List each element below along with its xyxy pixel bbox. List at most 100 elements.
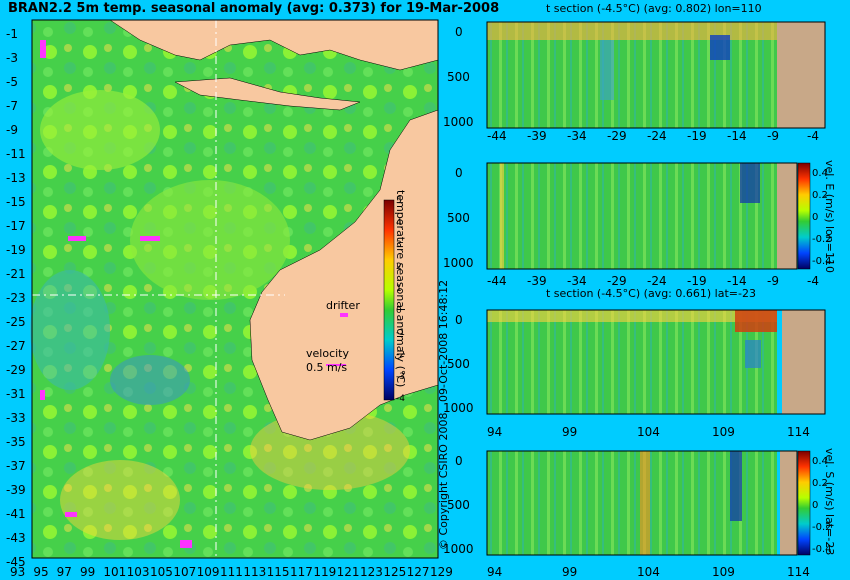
section-x-tick: -44 bbox=[487, 274, 507, 288]
map-lon-tick: 117 bbox=[290, 565, 313, 579]
map-lat-tick: -23 bbox=[6, 291, 26, 305]
map-colorbar-tick: 5 bbox=[396, 196, 402, 206]
map-lat-tick: -13 bbox=[6, 171, 26, 185]
section-x-tick: -14 bbox=[727, 129, 747, 143]
map-lon-tick: 113 bbox=[243, 565, 267, 579]
map-lon-tick: 127 bbox=[406, 565, 430, 579]
map-colorbar-tick: -2 bbox=[396, 350, 405, 360]
copyright: © Copyright CSIRO 2008 bbox=[437, 412, 450, 550]
section-colorbar-tick: -0.2 bbox=[812, 234, 832, 245]
map-colorbar-tick: -1 bbox=[396, 328, 405, 338]
velocity-scale-label: 0.5 m/s bbox=[306, 361, 348, 374]
map-lon-tick: 95 bbox=[33, 565, 49, 579]
section-x-tick: -19 bbox=[687, 274, 707, 288]
map-lon-tick: 107 bbox=[173, 565, 197, 579]
section-x-tick: -9 bbox=[767, 274, 779, 288]
section-x-tick: 94 bbox=[487, 565, 503, 579]
section-x-tick: -39 bbox=[527, 129, 547, 143]
section-y-tick: 500 bbox=[447, 211, 470, 225]
section-x-tick: -29 bbox=[607, 274, 627, 288]
section-colorbar-tick: -0.2 bbox=[812, 522, 832, 533]
section-x-tick: -14 bbox=[727, 274, 747, 288]
section-y-tick: 1000 bbox=[443, 542, 474, 556]
section-y-tick: 0 bbox=[455, 454, 463, 468]
map-lat-tick: -15 bbox=[6, 195, 26, 209]
section-x-tick: 99 bbox=[562, 565, 578, 579]
section-panel-2 bbox=[486, 162, 811, 270]
section-y-tick: 1000 bbox=[443, 256, 474, 270]
section-x-tick: -24 bbox=[647, 129, 667, 143]
map-lat-tick: -45 bbox=[6, 555, 26, 569]
section-panel-3 bbox=[486, 309, 826, 415]
map-land-timor bbox=[174, 77, 361, 111]
section-x-tick: 114 bbox=[787, 565, 810, 579]
map-lon-tick: 111 bbox=[220, 565, 243, 579]
section-y-tick: 1000 bbox=[443, 401, 474, 415]
map-lon-tick: 103 bbox=[126, 565, 150, 579]
velocity-label: velocity bbox=[306, 347, 349, 360]
map-colorbar-tick: 3 bbox=[396, 240, 402, 250]
map-lat-tick: -1 bbox=[6, 27, 18, 41]
section-x-tick: -34 bbox=[567, 274, 587, 288]
map-lat-tick: -35 bbox=[6, 435, 26, 449]
map-lon-tick: 125 bbox=[383, 565, 407, 579]
section-3-title: t section (-4.5°C) (avg: 0.661) lat=-23 bbox=[546, 287, 756, 300]
map-colorbar-tick: -3 bbox=[396, 372, 405, 382]
section-colorbar-tick: -0.4 bbox=[812, 544, 832, 555]
map-lat-tick: -11 bbox=[6, 147, 26, 161]
section-1-title: t section (-4.5°C) (avg: 0.802) lon=110 bbox=[546, 2, 762, 15]
map-colorbar-tick: 4 bbox=[396, 218, 402, 228]
section-x-tick: -4 bbox=[807, 129, 819, 143]
section-panel-1 bbox=[486, 21, 826, 129]
map-lat-tick: -17 bbox=[6, 219, 26, 233]
map-lon-tick: 97 bbox=[56, 565, 72, 579]
map-colorbar-tick: 1 bbox=[396, 284, 402, 294]
section-x-tick: -4 bbox=[807, 274, 819, 288]
section-y-tick: 500 bbox=[447, 70, 470, 84]
map-lon-tick: 101 bbox=[103, 565, 127, 579]
map-title: BRAN2.2 5m temp. seasonal anomaly (avg: … bbox=[8, 1, 500, 16]
map-lat-tick: -21 bbox=[6, 267, 26, 281]
map-colorbar-tick: 2 bbox=[396, 262, 402, 272]
map-lon-tick: 105 bbox=[150, 565, 173, 579]
section-colorbar-tick: 0.2 bbox=[812, 190, 828, 201]
section-y-tick: 500 bbox=[447, 357, 470, 371]
map-lon-tick: 99 bbox=[80, 565, 96, 579]
map-lat-tick: -19 bbox=[6, 243, 26, 257]
map-colorbar-tick: 0 bbox=[396, 306, 402, 316]
section-colorbar-tick: 0 bbox=[812, 212, 819, 223]
section-y-tick: 0 bbox=[455, 313, 463, 327]
map-lat-tick: -37 bbox=[6, 459, 26, 473]
section-x-tick: -44 bbox=[487, 129, 507, 143]
map-lon-tick: 93 bbox=[10, 565, 26, 579]
section-x-tick: -39 bbox=[527, 274, 547, 288]
section-x-tick: 104 bbox=[637, 565, 660, 579]
map-lon-tick: 109 bbox=[196, 565, 220, 579]
section-x-tick: 109 bbox=[712, 565, 735, 579]
map-colorbar bbox=[383, 199, 395, 401]
map-lat-tick: -27 bbox=[6, 339, 26, 353]
map-lat-tick: -39 bbox=[6, 483, 26, 497]
map-panel bbox=[30, 19, 439, 559]
section-x-tick: -29 bbox=[607, 129, 627, 143]
section-x-tick: 104 bbox=[637, 425, 660, 439]
section-x-tick: 99 bbox=[562, 425, 578, 439]
section-x-tick: 94 bbox=[487, 425, 503, 439]
map-lat-tick: -41 bbox=[6, 507, 26, 521]
map-lon-tick: 123 bbox=[360, 565, 383, 579]
section-y-tick: 1000 bbox=[443, 115, 474, 129]
map-lat-tick: -31 bbox=[6, 387, 26, 401]
section-x-tick: -24 bbox=[647, 274, 667, 288]
section-x-tick: -34 bbox=[567, 129, 587, 143]
timestamp: 09-Oct-2008 16:48:12 bbox=[437, 279, 450, 402]
map-lat-tick: -7 bbox=[6, 99, 18, 113]
section-colorbar-tick: 0 bbox=[812, 500, 819, 511]
map-lat-tick: -9 bbox=[6, 123, 18, 137]
map-lat-tick: -33 bbox=[6, 411, 26, 425]
map-lat-tick: -25 bbox=[6, 315, 26, 329]
map-lat-tick: -43 bbox=[6, 531, 26, 545]
drifter-markers bbox=[40, 40, 348, 548]
drifter-label: drifter bbox=[326, 299, 360, 312]
section-x-tick: -9 bbox=[767, 129, 779, 143]
